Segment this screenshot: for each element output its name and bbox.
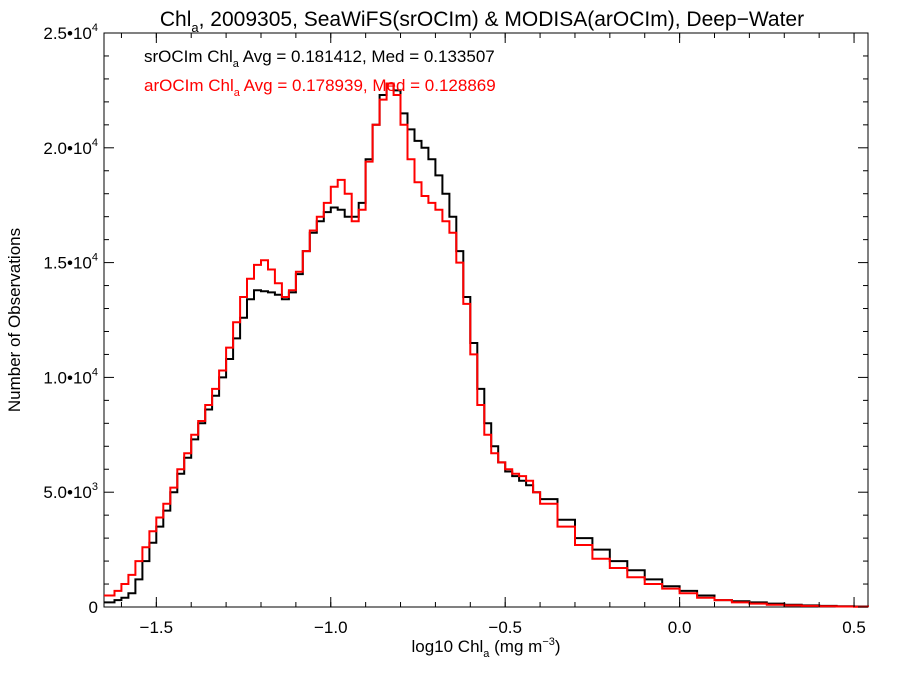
x-axis-label-sub: a <box>483 648 490 660</box>
x-tick-label: 0.0 <box>668 618 692 637</box>
annotation-srocim-rest: Avg = 0.181412, Med = 0.133507 <box>239 47 495 66</box>
x-axis-label-end: ) <box>555 637 561 656</box>
x-axis-label-rest: (mg m <box>489 637 542 656</box>
tick-group: −1.5 −1.0 −0.5 0.0 0.5 0 5.0•103 1.0•104 1.5•104… <box>43 22 868 637</box>
chart-title: Chla, 2009305, SeaWiFS(srOCIm) & MODISA(… <box>160 8 804 35</box>
annotation-arocim-sub: a <box>234 87 241 99</box>
chart-title-sub: a <box>191 20 199 35</box>
x-tick-label: −1.5 <box>140 618 174 637</box>
x-tick-label: −1.0 <box>314 618 348 637</box>
x-tick-label: 0.5 <box>842 618 866 637</box>
y-tick-label: 1.0•104 <box>43 366 98 387</box>
y-tick-label: 5.0•103 <box>43 481 98 502</box>
y-tick-label: 0 <box>89 598 98 617</box>
annotation-arocim: arOCIm Chla Avg = 0.178939, Med = 0.1288… <box>144 76 496 99</box>
x-axis-label-prefix: log10 Chl <box>411 637 483 656</box>
x-axis-label-sup: −3 <box>542 636 555 648</box>
annotation-arocim-prefix: arOCIm Chl <box>144 76 234 95</box>
annotation-srocim-prefix: srOCIm Chl <box>144 47 233 66</box>
x-axis-label: log10 Chla (mg m−3) <box>411 636 560 660</box>
y-axis-label: Number of Observations <box>5 228 24 412</box>
y-tick-label: 1.5•104 <box>43 252 98 273</box>
annotation-srocim-sub: a <box>233 58 240 70</box>
y-tick-label: 2.0•104 <box>43 137 98 158</box>
annotation-srocim: srOCIm Chla Avg = 0.181412, Med = 0.1335… <box>144 47 495 70</box>
x-tick-label: −0.5 <box>488 618 522 637</box>
series-line-srocim <box>104 82 869 608</box>
annotation-arocim-rest: Avg = 0.178939, Med = 0.128869 <box>240 76 496 95</box>
y-tick-label: 2.5•104 <box>43 22 98 43</box>
series-line-arocim <box>104 82 869 608</box>
chart-title-prefix: Chl <box>160 8 192 31</box>
chart-title-rest: , 2009305, SeaWiFS(srOCIm) & MODISA(arOC… <box>199 8 804 31</box>
plot-frame <box>103 32 869 608</box>
series-group <box>104 82 869 608</box>
